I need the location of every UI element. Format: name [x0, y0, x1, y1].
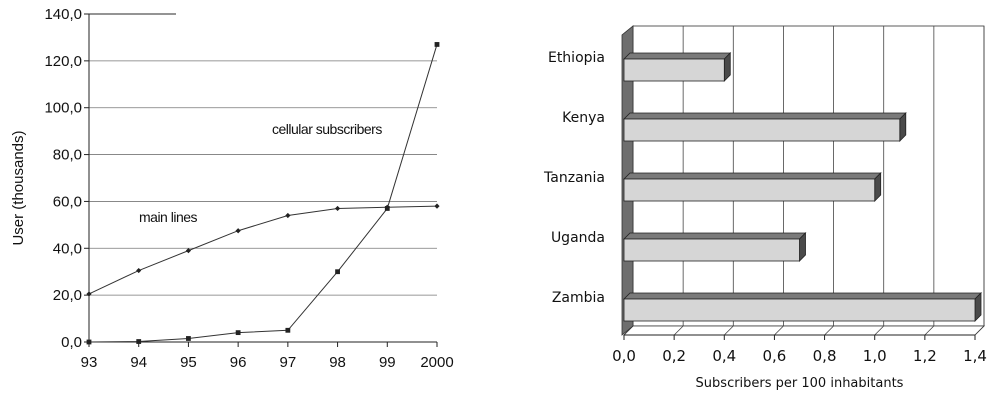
category-label: Ethiopia [548, 50, 605, 66]
line-chart: 0,0 20,0 40,0 60,0 80,0 100,0 120,0 140,0 93 94 95… [10, 6, 454, 371]
category-label: Zambia [552, 290, 605, 306]
data-point-cellular-subscribers [136, 339, 142, 344]
data-point-main-lines [434, 203, 440, 209]
series-label-cellular-subscribers: cellular subscribers [272, 121, 382, 137]
y-tick-label: 0,0 [61, 334, 82, 351]
data-point-cellular-subscribers [235, 330, 241, 336]
floor-gridline [673, 325, 684, 336]
y-tick-label: 40,0 [53, 240, 82, 257]
floor-gridline [874, 325, 884, 336]
floor-gridline [974, 325, 985, 336]
x-tick-label: 94 [130, 354, 147, 371]
y-tick-label: 140,0 [44, 6, 82, 23]
data-point-main-lines [86, 291, 92, 297]
floor-gridline [774, 325, 784, 336]
data-point-main-lines [334, 205, 341, 212]
y-tick-label: 60,0 [53, 193, 82, 210]
x-tick-label: 99 [379, 354, 396, 371]
floor-gridline [924, 325, 935, 336]
bar [623, 238, 800, 262]
y-tick-label: 20,0 [53, 287, 82, 304]
bar [623, 118, 901, 142]
category-label: Uganda [551, 230, 605, 246]
x-tick-label: 0,8 [813, 347, 837, 365]
data-point-cellular-subscribers [285, 327, 291, 333]
x-tick-label: 97 [280, 354, 297, 371]
data-point-main-lines [185, 248, 192, 254]
x-tick-label: 96 [230, 354, 247, 371]
x-axis-label: Subscribers per 100 inhabitants [696, 376, 904, 391]
floor-gridline [824, 325, 834, 336]
bar-top [623, 52, 732, 60]
x-tick-label: 2000 [420, 354, 453, 371]
data-point-cellular-subscribers [186, 336, 191, 341]
data-point-main-lines [235, 228, 241, 234]
y-tick-label: 80,0 [53, 147, 82, 164]
x-tick-label: 95 [180, 354, 197, 371]
bar-top [623, 112, 907, 120]
x-tick-label: 1,4 [963, 347, 987, 365]
category-label: Tanzania [543, 170, 605, 186]
bar [623, 58, 725, 82]
x-tick-label: 0,0 [612, 347, 636, 365]
floor [623, 325, 985, 336]
x-tick-label: 0,6 [762, 347, 786, 365]
floor-gridline [724, 325, 734, 336]
x-tick-label: 0,2 [662, 347, 686, 365]
data-point-cellular-subscribers [86, 339, 92, 345]
x-tick-label: 98 [329, 354, 346, 371]
data-point-cellular-subscribers [384, 206, 390, 211]
series-line-cellular-subscribers [88, 44, 438, 343]
y-axis-label: User (thousands) [10, 130, 27, 245]
bar [623, 178, 876, 202]
x-tick-label: 1,2 [913, 347, 937, 365]
data-point-main-lines [136, 267, 142, 274]
series-line-main-lines [88, 205, 438, 295]
x-tick-label: 0,4 [712, 347, 736, 365]
x-tick-label: 93 [81, 354, 98, 371]
data-point-cellular-subscribers [434, 42, 440, 47]
bar [623, 298, 976, 322]
data-point-cellular-subscribers [335, 269, 340, 275]
data-point-main-lines [285, 212, 291, 219]
series-label-main-lines: main lines [139, 209, 198, 225]
bar-top [623, 172, 882, 180]
x-tick-label: 1,0 [863, 347, 887, 365]
category-label: Kenya [562, 110, 605, 126]
bar-top [623, 292, 982, 300]
y-tick-label: 100,0 [44, 100, 82, 117]
bar-top [623, 232, 807, 240]
y-tick-label: 120,0 [44, 53, 82, 70]
bar-chart: 0,0 0,2 0,4 0,6 0,8 1,0 1,2 1,4 Subscribers per … [543, 25, 987, 391]
